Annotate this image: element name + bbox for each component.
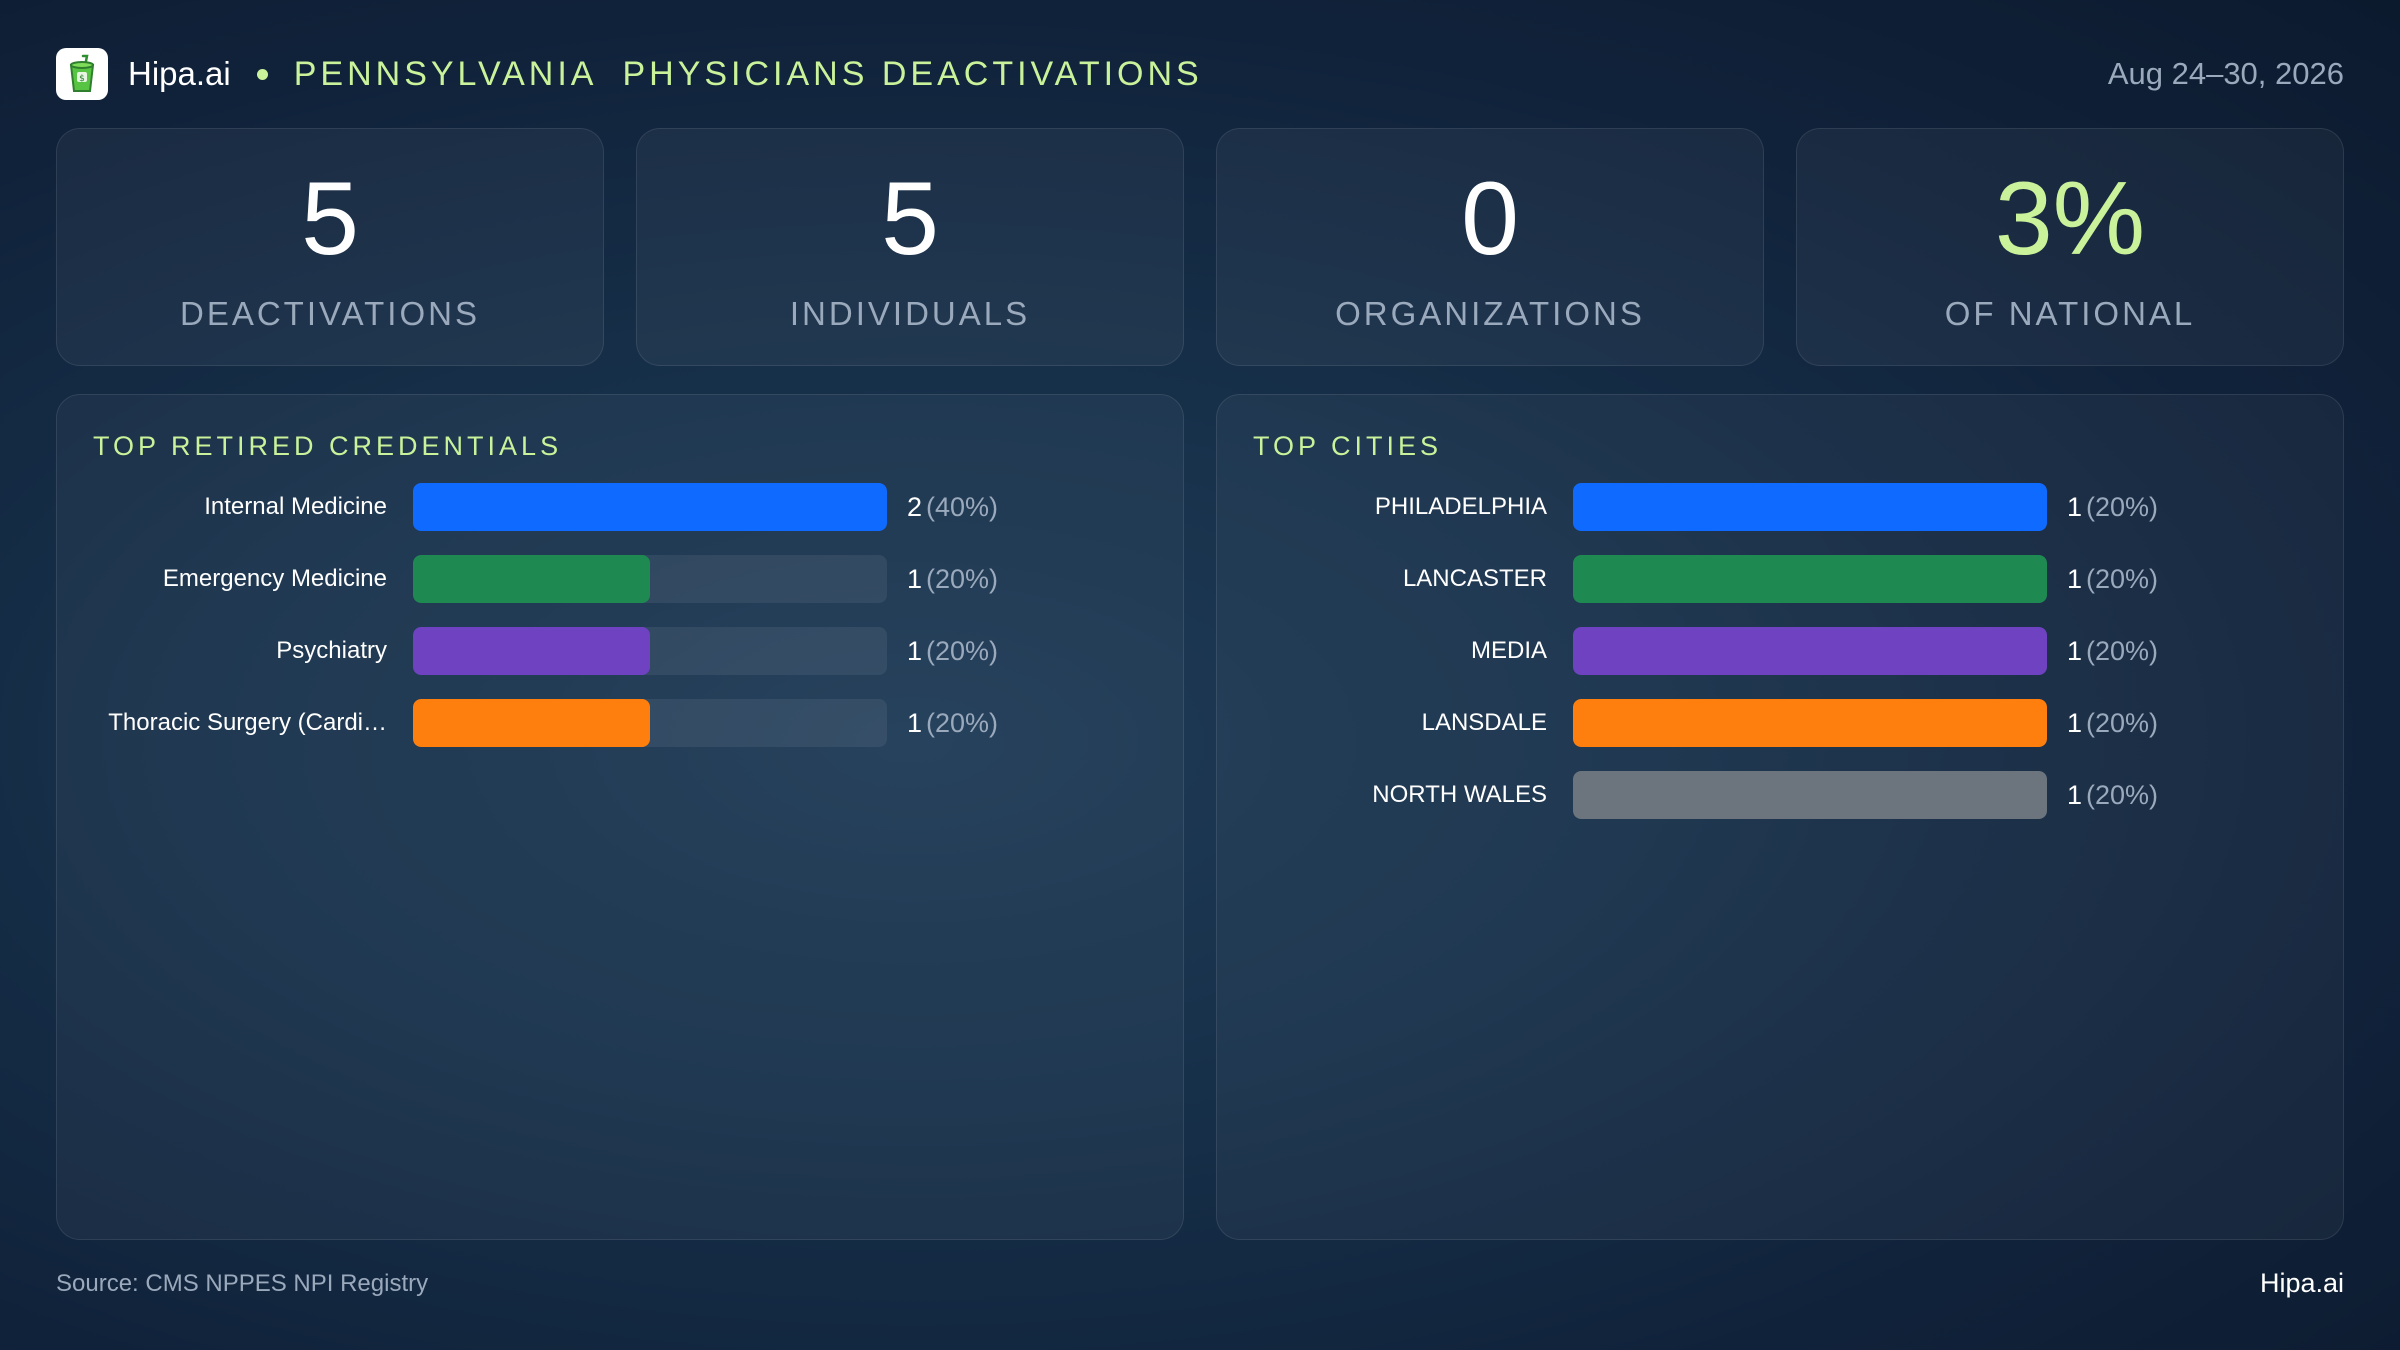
bar-value-label: 1 (20%)	[907, 627, 998, 675]
kpi-row: 5 DEACTIVATIONS 5 INDIVIDUALS 0 ORGANIZA…	[56, 128, 2344, 366]
bar-category-label: Emergency Medicine	[162, 565, 387, 592]
bar-track	[413, 627, 887, 675]
cup-icon: $	[69, 54, 95, 92]
bar-count: 1	[907, 708, 923, 738]
bar-category-label: LANSDALE	[1421, 709, 1547, 736]
brand-name: Hipa.ai	[128, 55, 231, 92]
kpi-label: OF NATIONAL	[1944, 295, 2196, 332]
bar	[1573, 483, 2047, 531]
bar-row: Internal Medicine 2 (40%)	[57, 483, 1183, 531]
bar-value-label: 1 (20%)	[2067, 627, 2158, 675]
kpi-value: 5	[881, 161, 939, 277]
bar-row: LANSDALE 1 (20%)	[1217, 699, 2343, 747]
bar-row: Emergency Medicine 1 (20%)	[57, 555, 1183, 603]
cities-bar-chart: PHILADELPHIA 1 (20%) LANCASTER 1 (20%) MEDIA 1(…	[1217, 483, 2343, 843]
kpi-value: 5	[301, 161, 359, 277]
bar-percent: (20%)	[2086, 708, 2159, 738]
bar-value-label: 1 (20%)	[907, 555, 998, 603]
footer-brand: Hipa.ai	[2259, 1268, 2344, 1298]
bar-count: 1	[2067, 708, 2083, 738]
header: $ Hipa.ai PENNSYLVANIA PHYSICIANS DEACTI…	[56, 46, 2344, 102]
bar	[413, 699, 650, 747]
credentials-panel: TOP RETIRED CREDENTIALS Internal Medicin…	[56, 394, 1184, 1240]
bar-category-label: PHILADELPHIA	[1374, 493, 1547, 520]
bar-category-label: Internal Medicine	[204, 493, 387, 520]
bar	[1573, 627, 2047, 675]
bar-count: 1	[907, 636, 923, 666]
bar-category-label: Psychiatry	[276, 637, 387, 664]
bar-percent: (20%)	[2086, 492, 2159, 522]
bar-category-label: MEDIA	[1470, 637, 1547, 664]
bar-row: PHILADELPHIA 1 (20%)	[1217, 483, 2343, 531]
bar-category-label: LANCASTER	[1402, 565, 1547, 592]
bar-percent: (20%)	[2086, 564, 2159, 594]
bar-percent: (20%)	[926, 564, 999, 594]
bar	[413, 627, 650, 675]
cities-panel: TOP CITIES PHILADELPHIA 1 (20%) LANCASTER 1(…	[1216, 394, 2344, 1240]
kpi-card-deactivations: 5 DEACTIVATIONS	[56, 128, 604, 366]
bar-percent: (20%)	[2086, 780, 2159, 810]
page-title: PENNSYLVANIA PHYSICIANS DEACTIVATIONS	[293, 54, 1203, 93]
panel-title: TOP CITIES	[1253, 431, 1443, 461]
kpi-label: ORGANIZATIONS	[1335, 295, 1645, 332]
bar-track	[1573, 483, 2047, 531]
source-note: Source: CMS NPPES NPI Registry	[56, 1270, 429, 1297]
bar-count: 1	[2067, 492, 2083, 522]
panel-title: TOP RETIRED CREDENTIALS	[93, 431, 563, 461]
bar-value-label: 1 (20%)	[2067, 483, 2158, 531]
bar-track	[1573, 771, 2047, 819]
bar-category-label: Thoracic Surgery (Cardi…	[108, 709, 387, 736]
logo: $	[56, 48, 108, 100]
bar-row: NORTH WALES 1 (20%)	[1217, 771, 2343, 819]
bar-percent: (20%)	[926, 708, 999, 738]
bar-count: 1	[907, 564, 923, 594]
kpi-value: 3%	[1994, 161, 2146, 277]
date-range: Aug 24–30, 2026	[2107, 56, 2344, 91]
bar-track	[1573, 627, 2047, 675]
bar-percent: (20%)	[2086, 636, 2159, 666]
bar-track	[413, 555, 887, 603]
bar-track	[1573, 555, 2047, 603]
bar	[1573, 555, 2047, 603]
kpi-label: DEACTIVATIONS	[180, 295, 480, 332]
bar	[1573, 699, 2047, 747]
bar-row: Psychiatry 1 (20%)	[57, 627, 1183, 675]
bar	[413, 555, 650, 603]
bar	[1573, 771, 2047, 819]
separator-dot	[256, 68, 268, 80]
kpi-card-organizations: 0 ORGANIZATIONS	[1216, 128, 1764, 366]
bar-row: MEDIA 1 (20%)	[1217, 627, 2343, 675]
bar-track	[413, 483, 887, 531]
bar-count: 2	[907, 492, 923, 522]
bar-value-label: 1 (20%)	[907, 699, 998, 747]
kpi-card-national-share: 3% OF NATIONAL	[1796, 128, 2344, 366]
bar-value-label: 1 (20%)	[2067, 699, 2158, 747]
bar-category-label: NORTH WALES	[1372, 781, 1547, 808]
bar-count: 1	[2067, 564, 2083, 594]
kpi-label: INDIVIDUALS	[789, 295, 1031, 332]
svg-text:$: $	[79, 74, 85, 84]
bar	[413, 483, 887, 531]
bar-percent: (40%)	[926, 492, 999, 522]
bar-value-label: 1 (20%)	[2067, 555, 2158, 603]
bar-value-label: 2 (40%)	[907, 483, 998, 531]
bar-row: LANCASTER 1 (20%)	[1217, 555, 2343, 603]
bar-track	[413, 699, 887, 747]
credentials-bar-chart: Internal Medicine 2 (40%) Emergency Medicin…	[57, 483, 1183, 771]
bar-count: 1	[2067, 636, 2083, 666]
bar-count: 1	[2067, 780, 2083, 810]
bar-row: Thoracic Surgery (Cardi… 1 (20%)	[57, 699, 1183, 747]
kpi-value: 0	[1461, 161, 1519, 277]
bar-percent: (20%)	[926, 636, 999, 666]
kpi-card-individuals: 5 INDIVIDUALS	[636, 128, 1184, 366]
bar-value-label: 1 (20%)	[2067, 771, 2158, 819]
bar-track	[1573, 699, 2047, 747]
